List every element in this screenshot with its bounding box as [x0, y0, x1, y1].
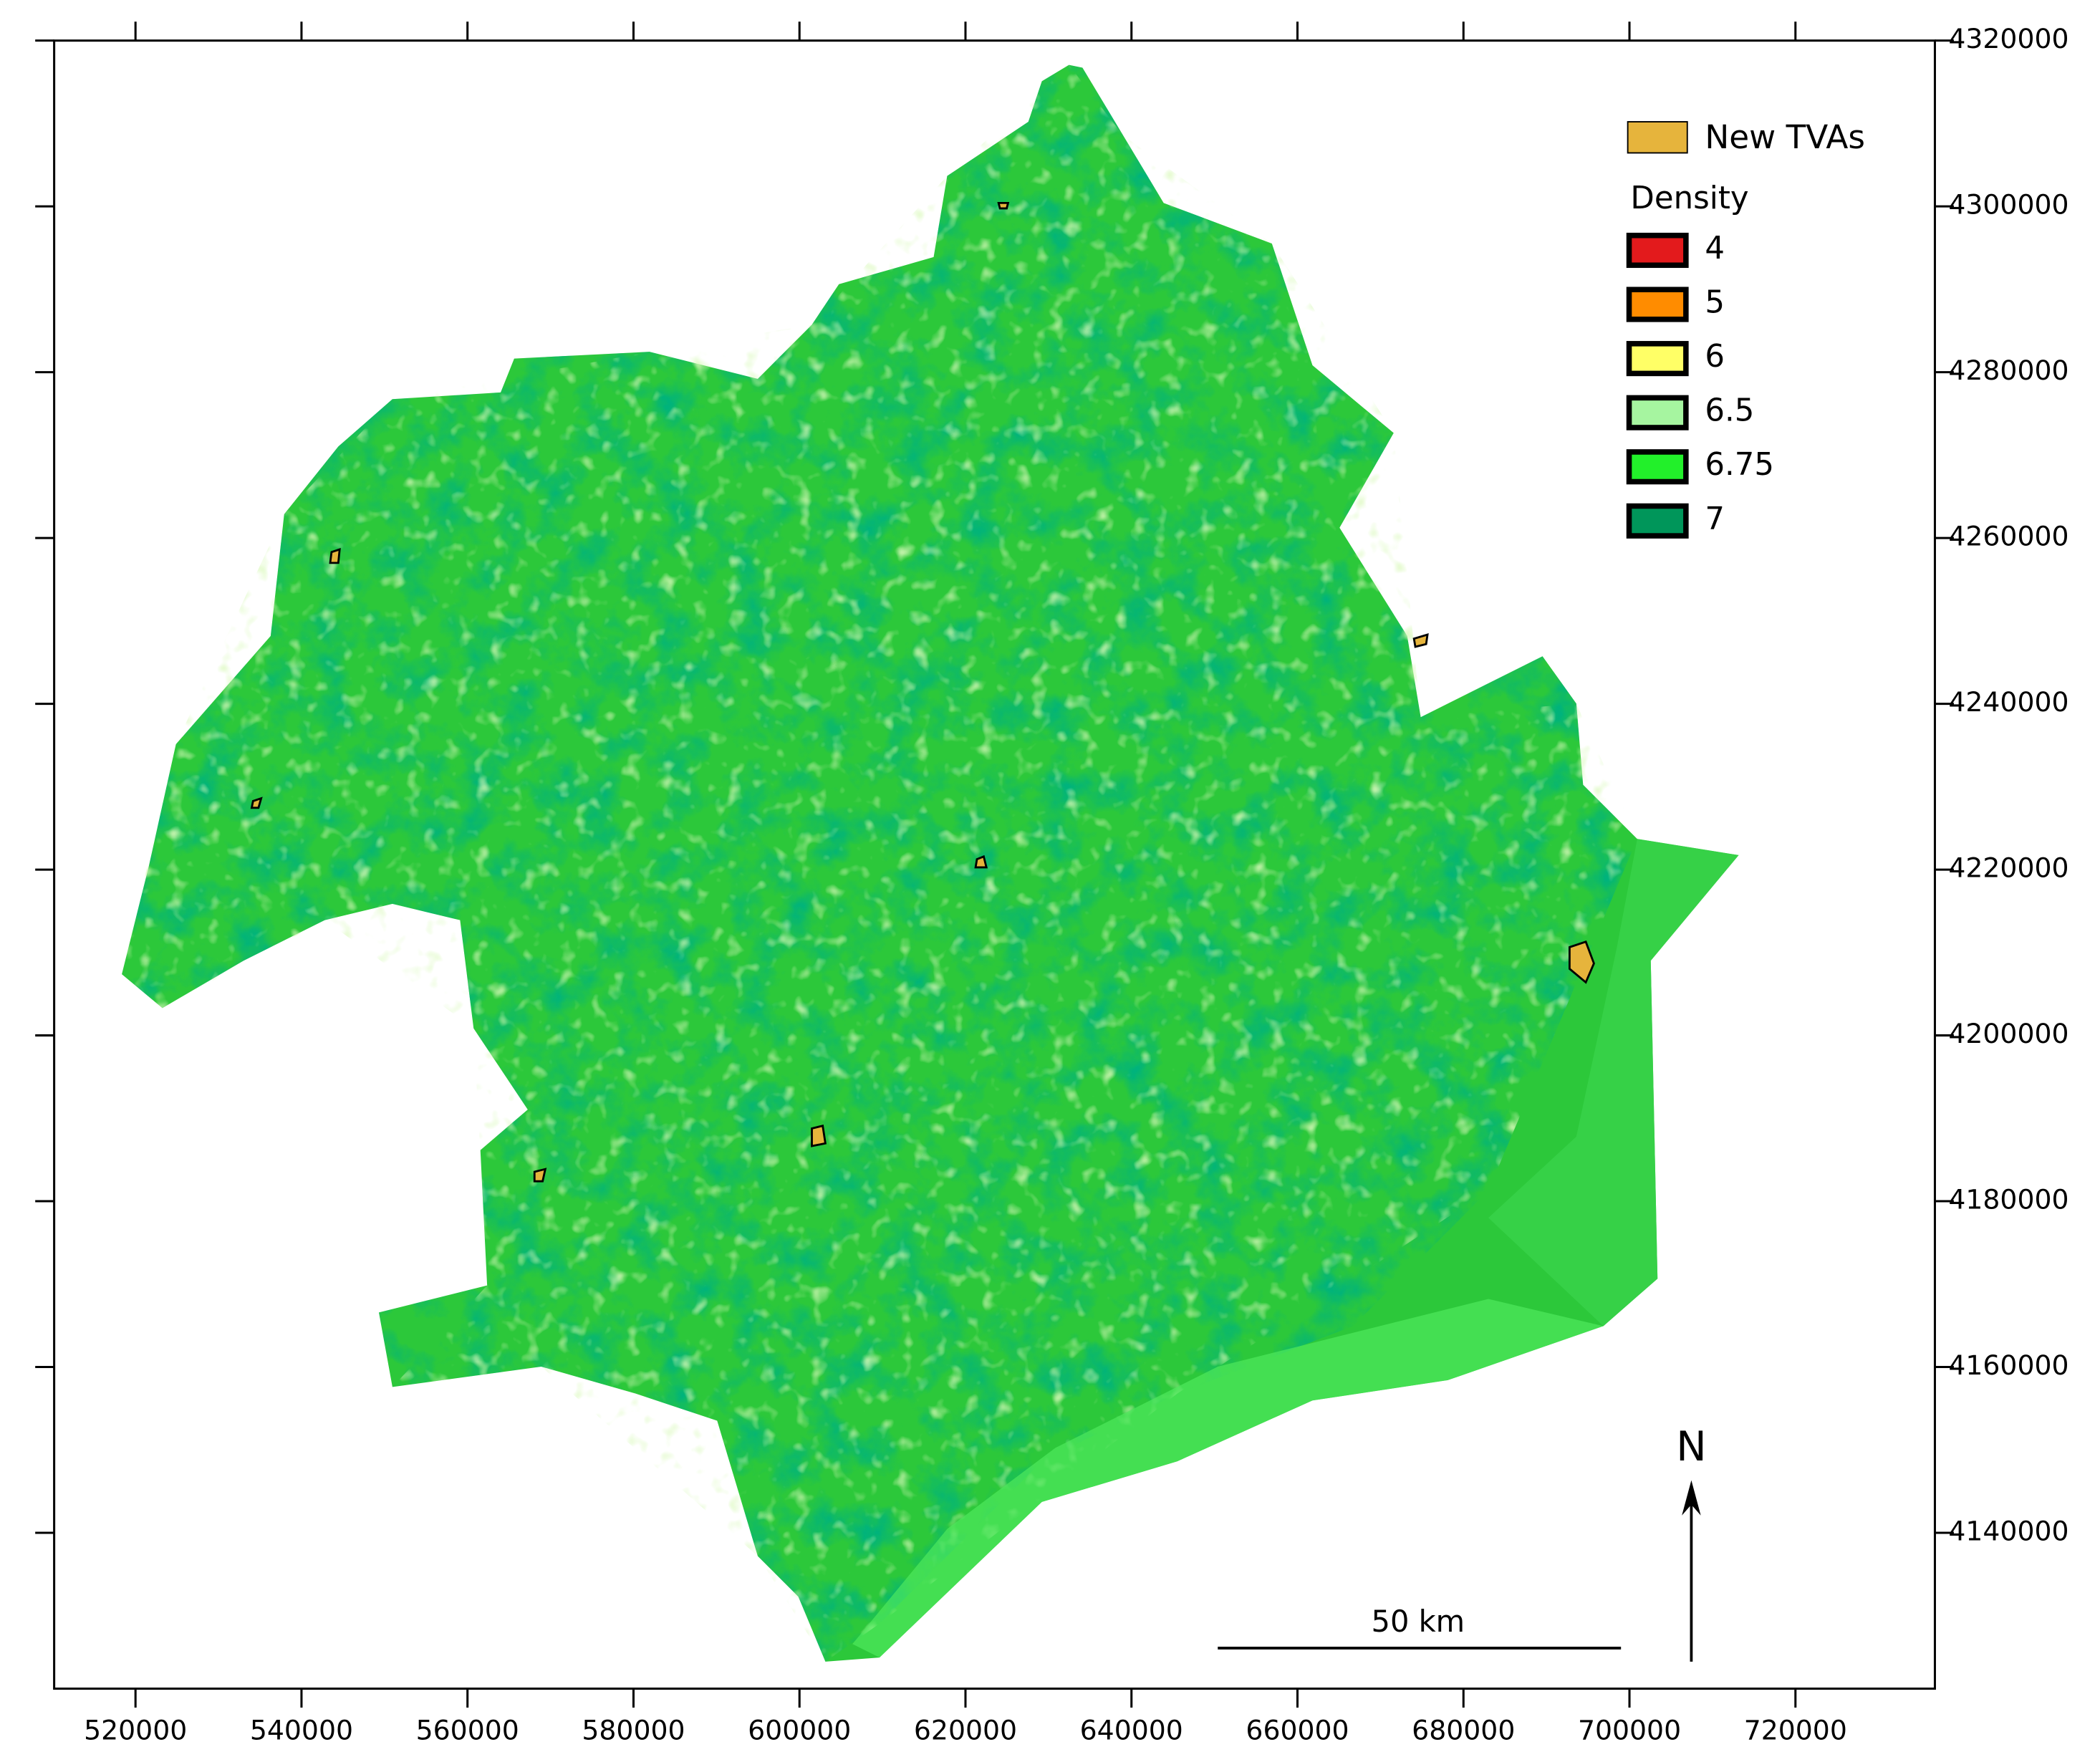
tva-shape	[1412, 632, 1429, 648]
legend-label: 4	[1705, 231, 1725, 266]
land-area	[122, 64, 1739, 1662]
scale-bar-label: 50 km	[1372, 1604, 1465, 1639]
tva-shape	[997, 201, 1010, 210]
legend-swatch	[1626, 232, 1689, 269]
legend-swatch	[1626, 341, 1689, 377]
y-tick-label: 4280000	[1948, 355, 2068, 386]
y-tick-label: 4180000	[1948, 1184, 2068, 1216]
map-frame	[53, 39, 1936, 1690]
x-tick-label: 720000	[1744, 1715, 1847, 1746]
y-tick-label: 4260000	[1948, 521, 2068, 552]
tva-shape	[250, 796, 263, 809]
legend-title: Density	[1630, 180, 1748, 216]
north-arrow-head	[1682, 1480, 1701, 1516]
legend-swatch	[1626, 449, 1689, 485]
legend-tva-label: New TVAs	[1705, 118, 1865, 156]
legend-swatch	[1626, 395, 1689, 430]
x-tick-label: 620000	[914, 1715, 1017, 1746]
tva-shape	[974, 855, 988, 869]
x-tick-label: 580000	[582, 1715, 685, 1746]
legend-swatch	[1626, 503, 1689, 539]
y-tick-label: 4160000	[1948, 1349, 2068, 1381]
legend-label: 5	[1705, 285, 1725, 321]
coastal-water	[1488, 839, 1739, 1327]
tva-shape	[329, 547, 341, 564]
tva-shape	[1568, 940, 1595, 984]
y-tick-label: 4200000	[1948, 1018, 2068, 1049]
x-tick-label: 600000	[748, 1715, 851, 1746]
x-tick-label: 680000	[1412, 1715, 1515, 1746]
y-tick-label: 4320000	[1948, 23, 2068, 54]
x-tick-label: 640000	[1080, 1715, 1183, 1746]
y-tick-label: 4300000	[1948, 189, 2068, 221]
legend-label: 6.75	[1705, 447, 1774, 483]
legend: New TVAs Density 4 5 6 6.5 6.75 7	[1626, 118, 1865, 539]
legend-swatch	[1626, 287, 1689, 322]
legend-label: 6.5	[1705, 393, 1754, 429]
southern-band	[852, 1299, 1604, 1658]
y-tick-label: 4220000	[1948, 852, 2068, 884]
y-tick-label: 4140000	[1948, 1516, 2068, 1547]
legend-tva-swatch	[1627, 121, 1688, 154]
tva-shape	[533, 1168, 547, 1183]
tva-shape	[811, 1124, 827, 1147]
north-label: N	[1676, 1423, 1706, 1470]
x-tick-label: 660000	[1246, 1715, 1349, 1746]
tva-polygons	[250, 201, 1595, 1183]
legend-label: 6	[1705, 339, 1725, 375]
x-tick-label: 520000	[84, 1715, 187, 1746]
legend-label: 7	[1705, 501, 1725, 537]
x-tick-label: 560000	[416, 1715, 519, 1746]
region-texture-light	[122, 64, 1637, 1662]
y-tick-label: 4240000	[1948, 686, 2068, 718]
x-tick-label: 540000	[250, 1715, 353, 1746]
x-tick-label: 700000	[1578, 1715, 1681, 1746]
